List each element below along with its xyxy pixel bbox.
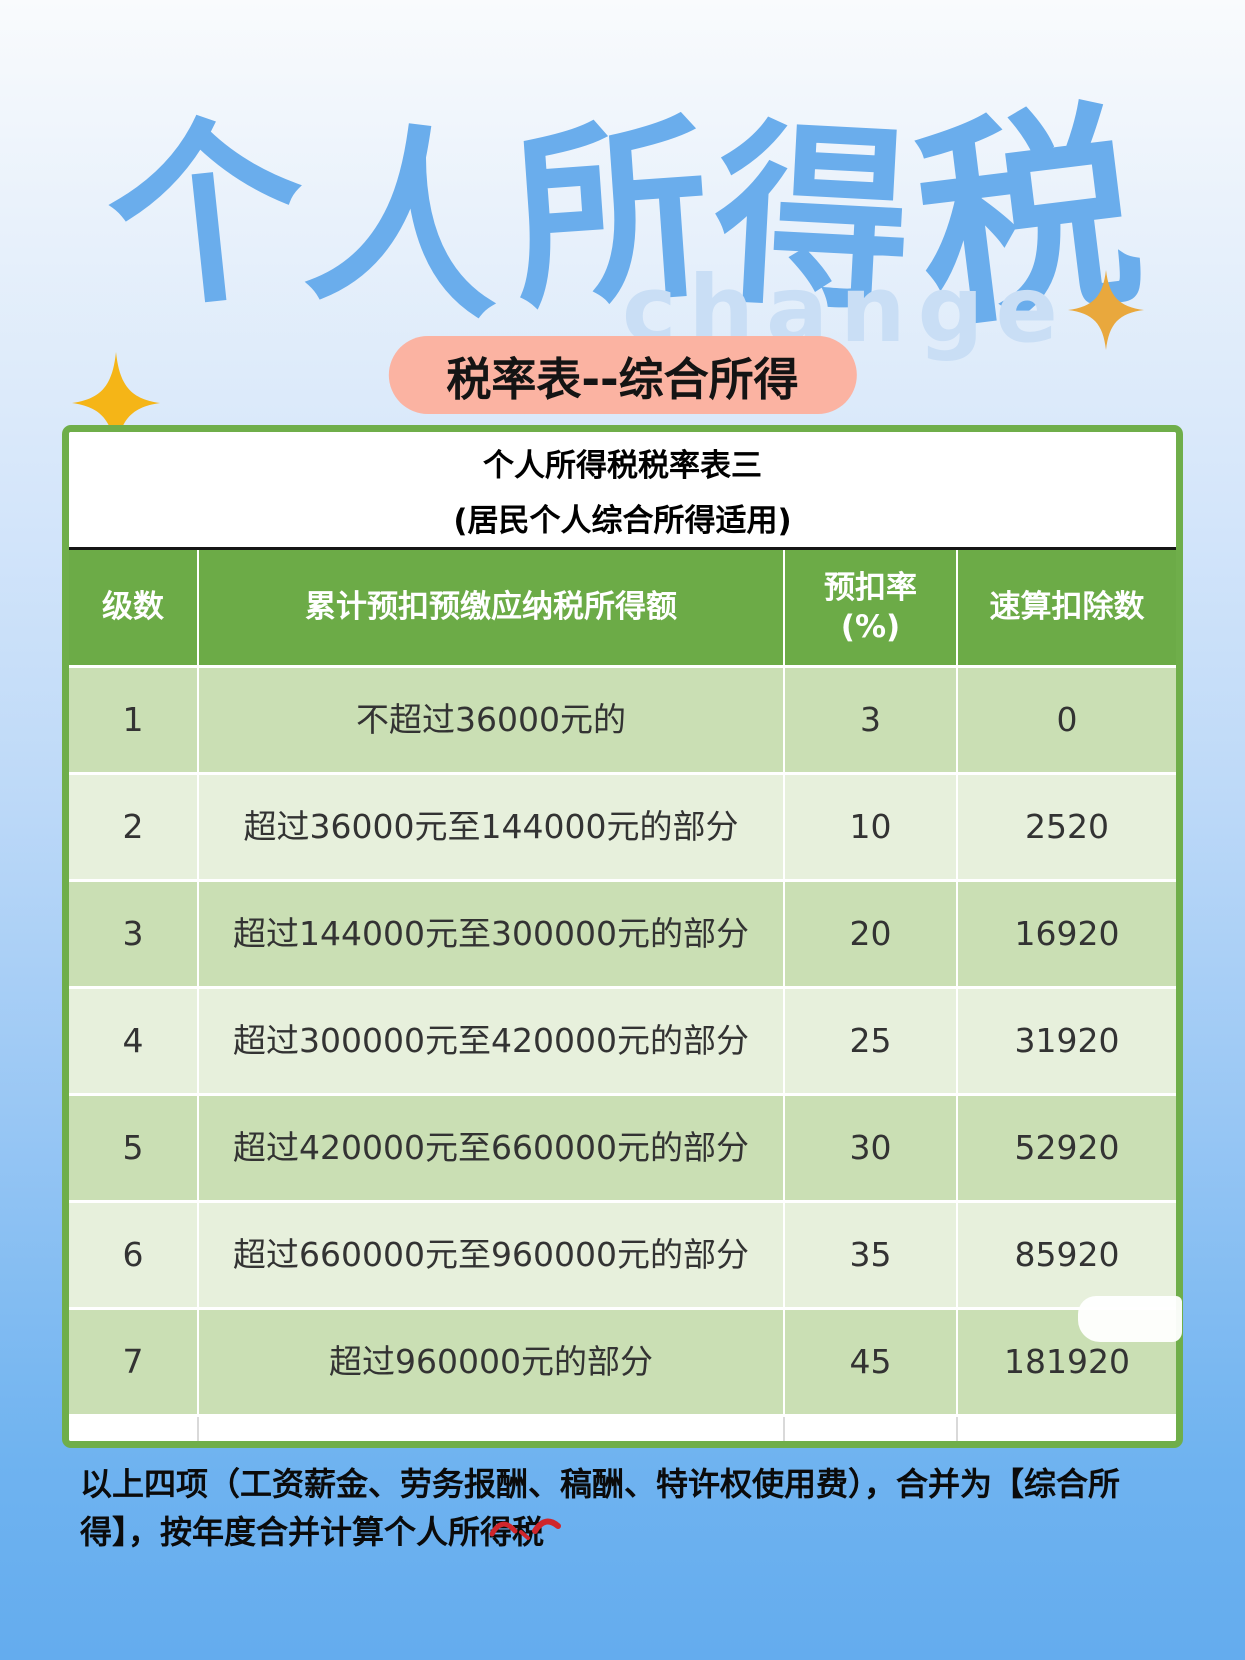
cell-rate: 25	[785, 989, 958, 1093]
cell-range: 不超过36000元的	[199, 668, 785, 772]
cell-range: 超过300000元至420000元的部分	[199, 989, 785, 1093]
title-char: 个	[97, 92, 317, 340]
cell-range: 超过960000元的部分	[199, 1310, 785, 1414]
cell-level: 3	[69, 882, 199, 986]
cell-deduction: 31920	[1014, 1021, 1120, 1061]
cell-range: 超过144000元至300000元的部分	[199, 882, 785, 986]
header-deduction: 速算扣除数	[989, 589, 1145, 626]
header-level: 级数	[69, 550, 199, 665]
table-title: 个人所得税税率表三 (居民个人综合所得适用)	[69, 432, 1176, 550]
sparkle-icon	[1068, 270, 1144, 350]
cell-level: 4	[69, 989, 199, 1093]
table-empty-row	[69, 1414, 1176, 1441]
cell-range: 超过660000元至960000元的部分	[199, 1203, 785, 1307]
red-scribble-icon	[489, 1518, 561, 1540]
subtitle-badge: 税率表--综合所得	[388, 336, 857, 414]
cell-level: 7	[69, 1310, 199, 1414]
cell-rate: 30	[785, 1096, 958, 1200]
tax-rate-table: 个人所得税税率表三 (居民个人综合所得适用) 级数 累计预扣预缴应纳税所得额 预…	[62, 425, 1183, 1448]
table-header-row: 级数 累计预扣预缴应纳税所得额 预扣率 (%) 速算扣除数	[69, 550, 1176, 665]
table-row: 4 超过300000元至420000元的部分 25 31920	[69, 986, 1176, 1093]
header-rate-line2: (%)	[840, 608, 901, 645]
sparkle-icon	[72, 352, 160, 454]
title-char: 人	[296, 98, 519, 350]
cell-deduction: 2520	[1025, 807, 1109, 847]
cell-deduction: 0	[1056, 700, 1078, 740]
table-row: 7 超过960000元的部分 45 181920	[69, 1307, 1176, 1414]
cell-rate: 10	[785, 775, 958, 879]
footer-note: 以上四项（工资薪金、劳务报酬、稿酬、特许权使用费），合并为【综合所得】，按年度合…	[80, 1465, 1121, 1551]
table-row: 6 超过660000元至960000元的部分 35 85920	[69, 1200, 1176, 1307]
cell-rate: 45	[785, 1310, 958, 1414]
table-title-line2: (居民个人综合所得适用)	[453, 502, 792, 539]
table-title-line1: 个人所得税税率表三	[483, 447, 762, 484]
cell-deduction: 52920	[1014, 1128, 1120, 1168]
header-income: 累计预扣预缴应纳税所得额	[199, 550, 785, 665]
table-row: 2 超过36000元至144000元的部分 10 2520	[69, 772, 1176, 879]
cell-level: 5	[69, 1096, 199, 1200]
cell-deduction: 85920	[1014, 1235, 1120, 1275]
cell-level: 6	[69, 1203, 199, 1307]
cell-rate: 20	[785, 882, 958, 986]
table-row: 5 超过420000元至660000元的部分 30 52920	[69, 1093, 1176, 1200]
cell-rate: 35	[785, 1203, 958, 1307]
cell-level: 2	[69, 775, 199, 879]
header-rate: 预扣率 (%)	[785, 550, 958, 665]
table-row: 3 超过144000元至300000元的部分 20 16920	[69, 879, 1176, 986]
cell-rate: 3	[785, 668, 958, 772]
header-rate-line1: 预扣率	[824, 569, 917, 606]
cell-range: 超过420000元至660000元的部分	[199, 1096, 785, 1200]
white-smudge	[1078, 1296, 1182, 1342]
cell-deduction: 181920	[1004, 1342, 1130, 1382]
table-row: 1 不超过36000元的 3 0	[69, 665, 1176, 772]
cell-range: 超过36000元至144000元的部分	[199, 775, 785, 879]
cell-deduction: 16920	[1014, 914, 1120, 954]
cell-level: 1	[69, 668, 199, 772]
